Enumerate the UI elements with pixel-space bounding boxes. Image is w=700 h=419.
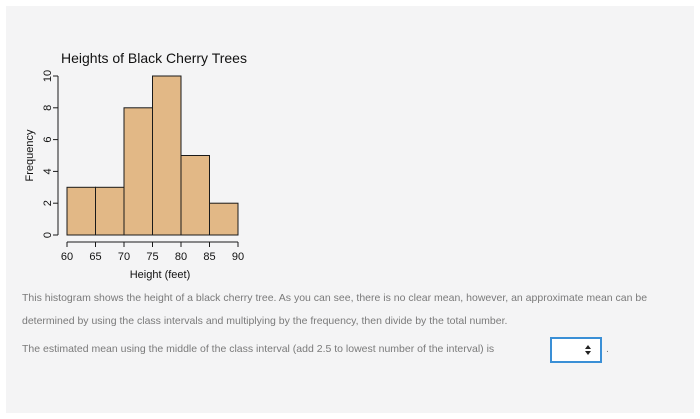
x-axis: 60 65 70 75 80 85 90	[61, 241, 244, 263]
x-tick-label: 90	[232, 251, 244, 263]
intro-text: This histogram shows the height of a bla…	[22, 292, 648, 327]
histogram-bar	[180, 155, 210, 236]
histogram-bar	[123, 107, 153, 236]
x-axis-label: Height (feet)	[130, 269, 191, 281]
x-tick-label: 85	[203, 251, 215, 263]
select-arrows-icon	[585, 345, 591, 355]
y-tick-label: 0	[42, 232, 54, 238]
histogram-bar	[95, 186, 125, 236]
x-tick-label: 80	[175, 251, 187, 263]
y-axis: 0 2 4 6 8 10	[42, 70, 59, 238]
question-text: The estimated mean using the middle of t…	[22, 338, 692, 361]
y-tick-label: 6	[42, 137, 54, 143]
x-tick-label: 75	[146, 251, 158, 263]
y-axis-label: Frequency	[24, 129, 36, 181]
x-tick-label: 70	[118, 251, 130, 263]
histogram-bar	[209, 202, 239, 236]
histogram-bar	[66, 186, 96, 236]
answer-select[interactable]	[550, 337, 602, 363]
y-tick-label: 8	[42, 105, 54, 111]
trailing-period: .	[606, 343, 609, 355]
y-tick-label: 10	[42, 70, 54, 82]
histogram-bar	[152, 75, 182, 236]
question-label: The estimated mean using the middle of t…	[22, 343, 495, 355]
histogram-chart: Heights of Black Cherry Trees Frequency …	[24, 50, 247, 281]
y-tick-label: 2	[42, 200, 54, 206]
y-tick-label: 4	[42, 168, 54, 174]
bars-layer	[66, 75, 239, 236]
chart-title: Heights of Black Cherry Trees	[61, 50, 247, 66]
x-tick-label: 60	[61, 251, 73, 263]
x-tick-label: 65	[89, 251, 101, 263]
